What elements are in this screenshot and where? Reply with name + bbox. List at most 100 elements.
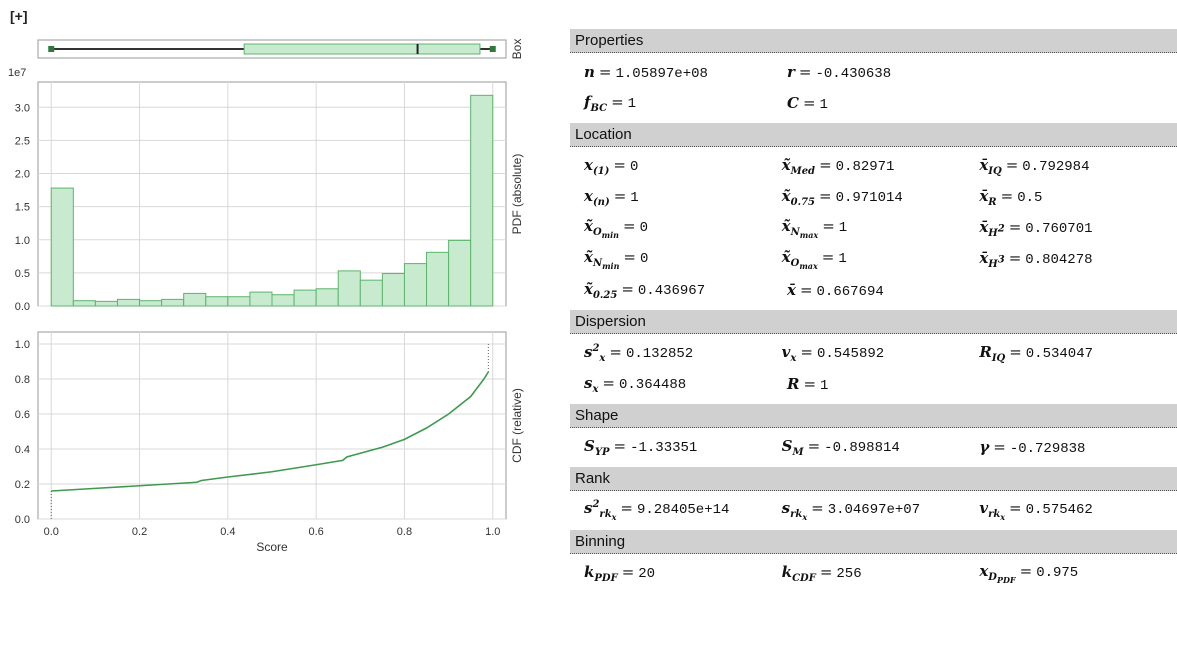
stat-symbol: k (584, 563, 595, 581)
stat-row: x̃Nmin = 0 x̃Omax = 1 x̄H3 = 0.804278 (584, 244, 1177, 275)
pdf-bar (315, 288, 339, 307)
expand-toggle[interactable]: [+] (10, 8, 28, 24)
stat-cell: sx = 0.364488 (584, 374, 787, 395)
stat-equals: = (1009, 343, 1022, 361)
stat-symbol: x (979, 562, 989, 580)
stat-equals: = (1008, 249, 1022, 267)
cdf-ytick-label: 0.8 (15, 374, 30, 386)
stat-sub-subscript: x (611, 512, 617, 522)
stat-cell: x̃0.25 = 0.436967 (584, 280, 787, 301)
stat-value: -0.430638 (815, 66, 892, 82)
stat-value: 0.971014 (835, 190, 903, 206)
stat-value: -1.33351 (630, 440, 698, 456)
cdf-line (51, 371, 490, 492)
stat-equals: = (613, 187, 627, 205)
stat-row: fBC = 1 C = 1 (584, 88, 1177, 119)
stat-cell: srkx = 3.04697e+07 (782, 499, 980, 522)
stat-sub-subscript: min (602, 261, 620, 271)
pdf-bar (183, 292, 207, 307)
stat-value: 0.534047 (1025, 346, 1093, 362)
stat-subscript: BC (590, 103, 608, 114)
stat-cell: SM = -0.898814 (782, 437, 980, 458)
stat-subscript: YP (594, 447, 610, 458)
stat-subscript: (1) (592, 166, 610, 177)
stats-section: Dispersion s2x = 0.132852 vx = 0.545892 RIQ = 0.5… (570, 310, 1177, 404)
stat-value: 0 (640, 251, 649, 267)
stat-symbol: R (787, 375, 800, 393)
stat-cell: x̃Omin = 0 (584, 217, 782, 240)
box-iqr (243, 43, 481, 55)
stat-value: 1 (838, 251, 847, 267)
stat-symbol: s (584, 499, 593, 517)
stat-symbol: s (584, 374, 593, 392)
stat-equals: = (1008, 218, 1022, 236)
stat-equals: = (800, 343, 813, 361)
stat-symbol: x̃ (584, 248, 593, 266)
stat-symbol: x̃ (584, 217, 593, 235)
stat-symbol: x (584, 187, 593, 205)
stat-equals: = (620, 499, 633, 517)
box-cap-high (489, 46, 496, 52)
stat-row: kPDF = 20 kCDF = 256 xDPDF = 0.975 (584, 558, 1177, 589)
stat-subscript: IQ (991, 353, 1006, 364)
stat-value: 256 (836, 566, 862, 582)
section-title: Binning (570, 530, 1177, 554)
stat-equals: = (613, 156, 626, 174)
pdf-bar (161, 298, 185, 307)
stat-cell: x̄R = 0.5 (979, 187, 1177, 208)
stat-symbol: S (781, 437, 793, 455)
stat-symbol: x (584, 156, 593, 174)
stat-sub-subscript: x (802, 512, 808, 522)
stat-symbol: x̃ (781, 156, 791, 174)
pdf-bar (426, 251, 450, 307)
stat-symbol: S (584, 437, 595, 455)
stat-value: 0.804278 (1025, 252, 1093, 268)
cdf-x-axis-label: Score (256, 540, 288, 554)
stat-equals: = (822, 217, 835, 235)
stat-value: 20 (638, 566, 656, 582)
cdf-frame (37, 331, 507, 520)
stat-row: x̃0.25 = 0.436967 x̄ = 0.667694 (584, 275, 1177, 306)
pdf-bar (293, 289, 317, 307)
stat-symbol: s (584, 343, 593, 361)
stat-symbol: x̃ (781, 217, 791, 235)
stat-subscript: (n) (592, 197, 610, 208)
cdf-ytick-label: 1.0 (15, 339, 30, 351)
stat-row: SYP = -1.33351 SM = -0.898814 γ = -0.729838 (584, 432, 1177, 463)
stat-symbol: x̄ (787, 281, 796, 299)
stat-subscript: DPDF (988, 572, 1016, 585)
stat-subscript: Nmin (592, 258, 620, 271)
stat-equals: = (623, 217, 636, 235)
stat-cell: kPDF = 20 (584, 563, 782, 584)
stat-cell: fBC = 1 (584, 93, 787, 114)
stat-value: -0.729838 (1009, 441, 1086, 457)
stat-equals: = (602, 374, 615, 392)
stat-subscript: H3 (988, 254, 1005, 270)
pdf-bar (50, 187, 74, 307)
stat-value: 1.05897e+08 (615, 66, 708, 82)
stat-subscript: x (790, 353, 797, 364)
box-cap-low (48, 46, 55, 52)
section-rows: s2rkx = 9.28405e+14 srkx = 3.04697e+07 vrkx = 0.… (570, 491, 1177, 530)
stat-subscript: x (599, 353, 606, 364)
pdf-exponent-label: 1e7 (8, 67, 26, 79)
stat-value: 3.04697e+07 (827, 502, 921, 518)
stat-value: 0.5 (1017, 190, 1043, 206)
box-plot: Box (37, 39, 524, 59)
stat-equals: = (609, 343, 622, 361)
stat-row: x(1) = 0 x̃Med = 0.82971 x̄IQ = 0.792984 (584, 151, 1177, 182)
stat-cell: vx = 0.545892 (782, 343, 980, 364)
stat-row: x(n) = 1 x̃0.75 = 0.971014 x̄R = 0.5 (584, 182, 1177, 213)
stat-value: 0.364488 (619, 377, 687, 393)
stat-symbol: s (781, 499, 791, 517)
cdf-xtick-label: 0.0 (44, 526, 59, 538)
stat-value: 0.760701 (1025, 221, 1093, 237)
stat-row: x̃Omin = 0 x̃Nmax = 1 x̄H2 = 0.760701 (584, 213, 1177, 244)
stat-row: sx = 0.364488 R = 1 (584, 369, 1177, 400)
section-rows: s2x = 0.132852 vx = 0.545892 RIQ = 0.534047 sx = 0.… (570, 334, 1177, 404)
pdf-bar (381, 273, 405, 307)
stat-sub-subscript: x (1000, 512, 1006, 522)
stat-subscript: PDF (594, 573, 618, 584)
cdf-plot: 0.0 0.2 0.4 0.6 0.8 1.0 0.0 0.2 0.4 0.6 0.8 1.0 CDF … (15, 331, 524, 554)
stat-subscript: R (988, 197, 997, 208)
